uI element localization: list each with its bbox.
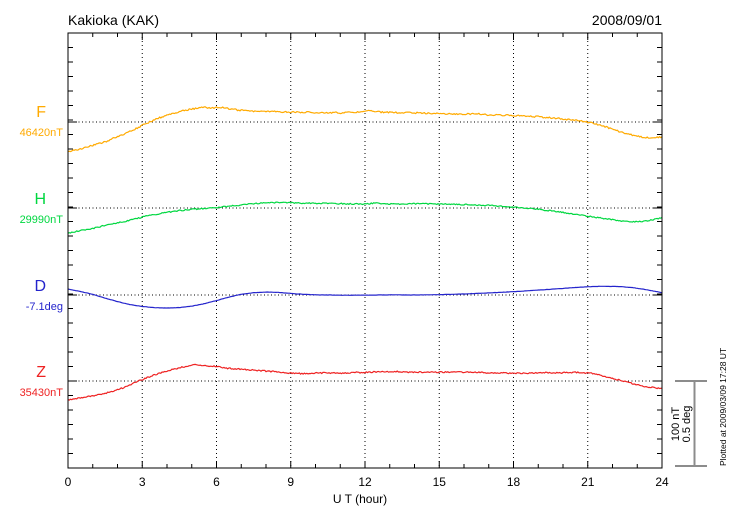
scale-bar-label-nt: 100 nT [670,407,682,442]
trace-baseline-D: -7.1deg [26,301,63,313]
x-tick-label-0: 0 [65,475,72,489]
x-tick-labels: 0 3 6 9 12 15 18 21 24 [65,475,669,489]
trace-legend-F: F 46420nT [20,104,64,139]
scale-bar-label-deg: 0.5 deg [681,406,693,443]
tick-layer [67,33,663,468]
trace-label-Z: Z [36,364,46,381]
x-tick-label-15: 15 [433,475,447,489]
station-title: Kakioka (KAK) [68,12,159,28]
trace-baseline-F: 46420nT [20,127,64,139]
trace-label-H: H [34,191,46,208]
plot-date: 2008/09/01 [592,12,662,28]
trace-D [67,285,663,309]
trace-baseline-Z: 35430nT [20,387,64,399]
plotted-at-text: Plotted at 2009/03/09 17:28 UT [718,348,728,466]
trace-baseline-H: 29990nT [20,214,64,226]
scale-bar: 100 nT 0.5 deg [670,380,707,467]
trace-layer [67,106,663,401]
trace-label-F: F [36,104,46,121]
trace-legend-D: D -7.1deg [26,278,63,313]
x-tick-label-6: 6 [213,475,220,489]
trace-H [67,201,663,234]
x-tick-label-9: 9 [287,475,294,489]
trace-F [67,106,663,153]
trace-legend-Z: Z 35430nT [20,364,64,399]
x-tick-label-18: 18 [507,475,521,489]
x-tick-label-21: 21 [581,475,595,489]
trace-Z [67,363,663,401]
x-tick-label-12: 12 [358,475,372,489]
x-tick-label-24: 24 [655,475,669,489]
plot-frame [67,32,663,469]
grid-layer [68,33,662,468]
x-tick-label-3: 3 [139,475,146,489]
trace-label-D: D [34,278,46,295]
trace-legend-H: H 29990nT [20,191,64,226]
x-axis-label: U T (hour) [333,492,387,506]
